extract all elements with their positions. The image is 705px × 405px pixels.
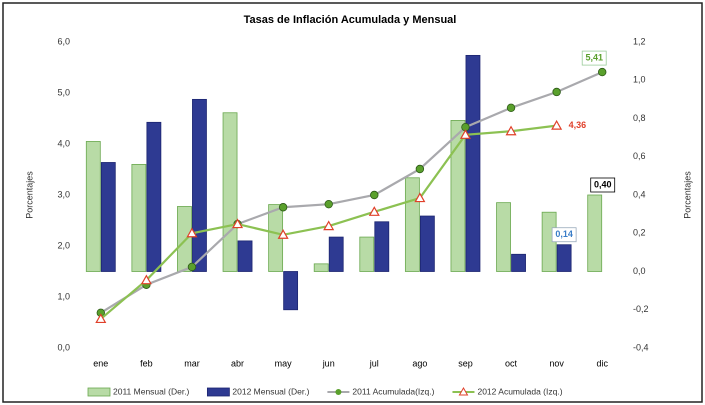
bar [328,236,344,272]
bar [237,240,253,272]
bar [177,206,192,272]
x-tick-label: oct [505,358,518,368]
marker [277,229,289,239]
marker [95,313,107,324]
marker [598,67,607,77]
x-tick-label: may [275,358,293,368]
bar [131,163,147,272]
x-tick-label: abr [231,358,244,368]
x-tick-label: sep [458,358,473,368]
y2-tick-label: 0,2 [633,228,646,238]
x-tick-label: mar [184,358,200,368]
marker [186,227,198,238]
y2-tick-label: -0,4 [633,342,649,352]
y-tick-label: 4,0 [57,138,70,148]
legend-label: 2011 Mensual (Der.) [113,386,190,396]
bar [374,221,390,272]
x-tick-label: dic [596,358,608,368]
bar [556,244,572,272]
y2-tick-label: 0,0 [633,266,646,276]
marker [368,206,380,216]
legend-swatch [206,387,230,397]
bar [85,141,101,272]
bar [192,98,207,272]
x-tick-label: feb [140,358,153,368]
y2-tick-label: 0,8 [633,113,646,123]
legend-marker [458,386,469,396]
marker [414,192,426,203]
bar [511,253,526,272]
data-label: 0,40 [594,179,612,189]
y-tick-label: 1,0 [57,291,70,301]
bar [146,121,162,272]
marker [506,103,516,112]
x-tick-label: nov [549,358,564,368]
marker [140,274,152,285]
x-tick-label: ene [93,358,108,368]
marker [505,125,517,136]
y-tick-label: 3,0 [57,189,70,199]
bar [222,112,238,272]
bar [587,194,603,272]
y2-tick-label: -0,2 [633,304,649,314]
x-tick-label: jul [369,358,379,368]
legend-marker [335,389,342,395]
y2-tick-label: 1,0 [633,75,646,85]
legend-label: 2012 Mensual (Der.) [232,386,309,396]
y-tick-label: 6,0 [57,36,70,46]
data-label: 0,14 [555,229,573,239]
marker [370,190,379,200]
legend-swatch [87,387,111,397]
marker [232,218,244,229]
marker [323,220,335,231]
x-tick-label: jun [322,358,335,368]
y2-axis-title: Porcentajes [682,171,692,219]
bar [419,215,435,272]
bar [465,54,481,272]
data-label-box [551,227,577,243]
marker [552,87,561,97]
bar [313,263,329,272]
legend-label: 2011 Acumulada(Izq.) [352,386,434,396]
bar [450,120,466,272]
chart-title: Tasas de Inflación Acumulada y Mensual [244,14,457,26]
y2-tick-label: 1,2 [633,36,646,46]
marker [278,203,288,212]
data-label: 4,36 [569,120,587,130]
x-tick-label: ago [412,358,427,368]
bar [404,177,420,272]
y-tick-label: 2,0 [57,240,70,250]
legend-label: 2012 Acumulada (Izq.) [477,386,562,396]
bar [496,202,511,272]
y2-tick-label: 0,6 [633,151,646,161]
bar [283,271,299,311]
data-label: 5,41 [585,52,603,62]
marker [324,199,333,209]
marker [551,119,563,130]
y2-tick-label: 0,4 [633,189,646,199]
marker [415,164,425,174]
bar [100,162,116,272]
data-label-box [581,50,607,66]
data-label-box [590,177,616,193]
y-axis-title: Porcentajes [24,171,34,219]
marker [459,129,471,139]
y-tick-label: 0,0 [57,342,70,352]
y-tick-label: 5,0 [57,87,70,97]
marker [187,262,197,272]
bar [359,236,375,272]
line [100,71,603,314]
